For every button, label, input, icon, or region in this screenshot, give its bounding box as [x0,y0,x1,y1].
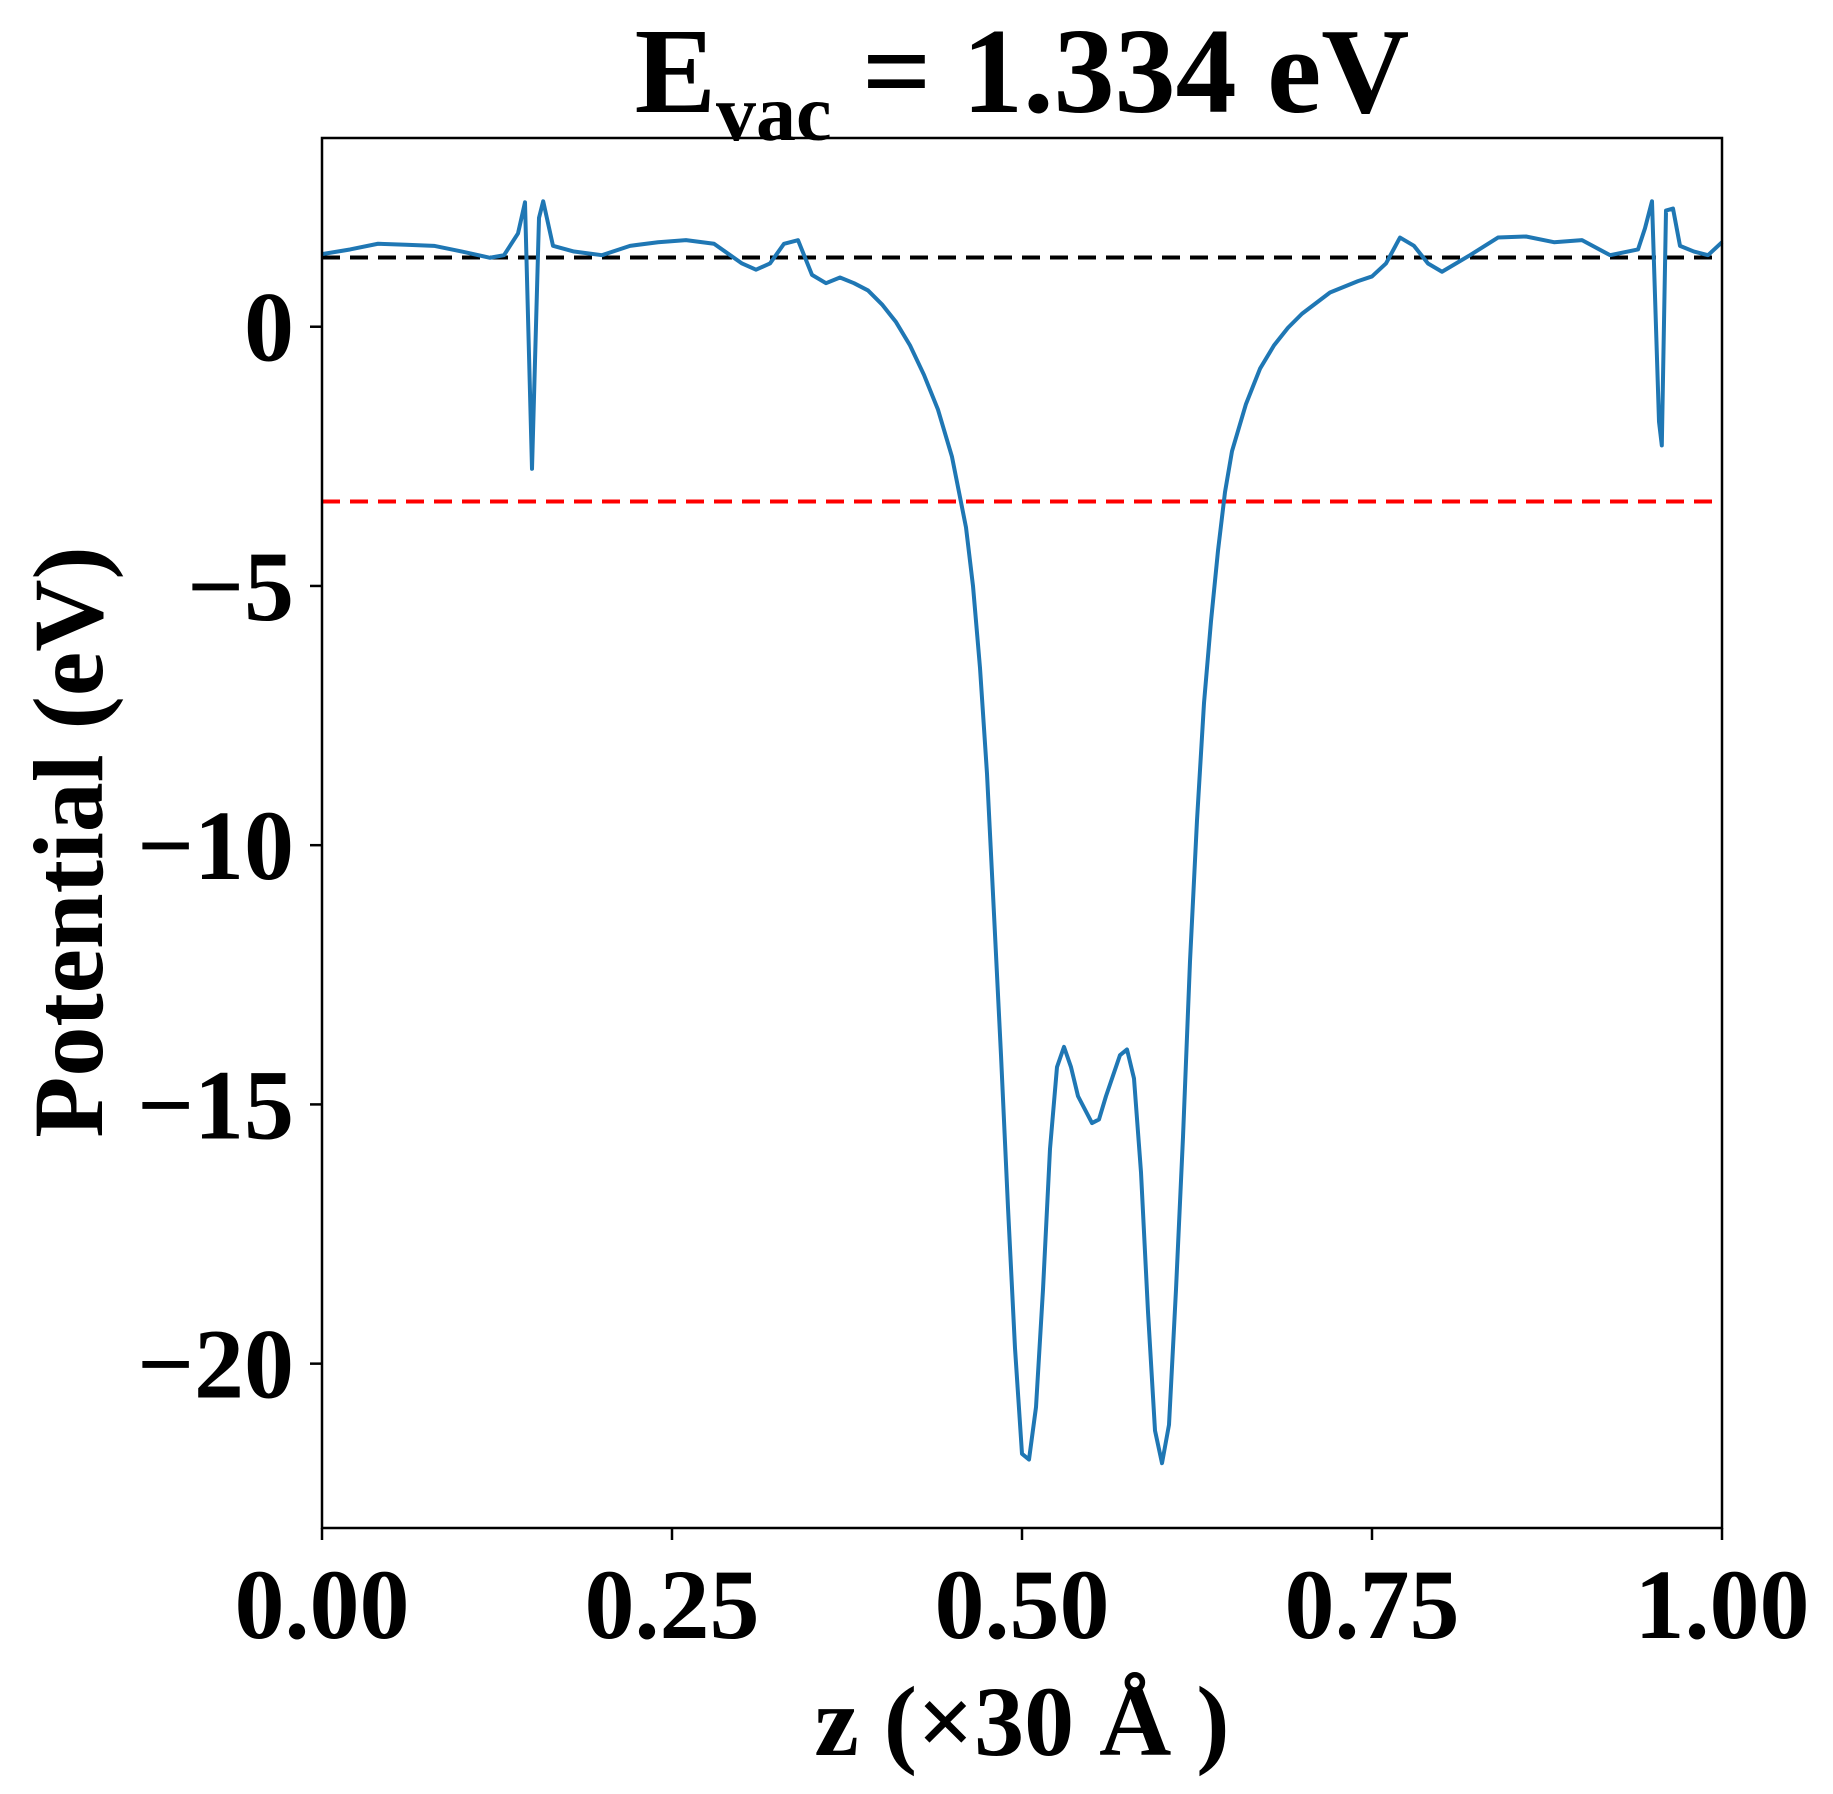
y-tick-label: 0 [244,272,294,383]
plot-frame [320,136,1724,1530]
title-subscript: vac [716,70,832,158]
title-main: E [635,4,716,139]
x-tick-label: 0.00 [235,1549,410,1660]
x-tick-label: 1.00 [1635,1549,1810,1660]
title-rest: = 1.334 eV [832,4,1410,139]
y-tick-label: −10 [137,790,294,901]
x-axis-label: z (×30 Å ) [814,1666,1229,1777]
data-line [321,199,1724,1466]
x-tick-label: 0.75 [1285,1549,1460,1660]
y-tick-label: −5 [187,531,294,642]
x-tick-label: 0.50 [935,1549,1110,1660]
y-axis-label: Potential (eV) [13,546,124,1137]
chart-title: Evac = 1.334 eV [635,4,1410,158]
y-tick-label: −15 [137,1049,294,1160]
y-tick-label: −20 [137,1309,294,1420]
x-tick-label: 0.25 [585,1549,760,1660]
